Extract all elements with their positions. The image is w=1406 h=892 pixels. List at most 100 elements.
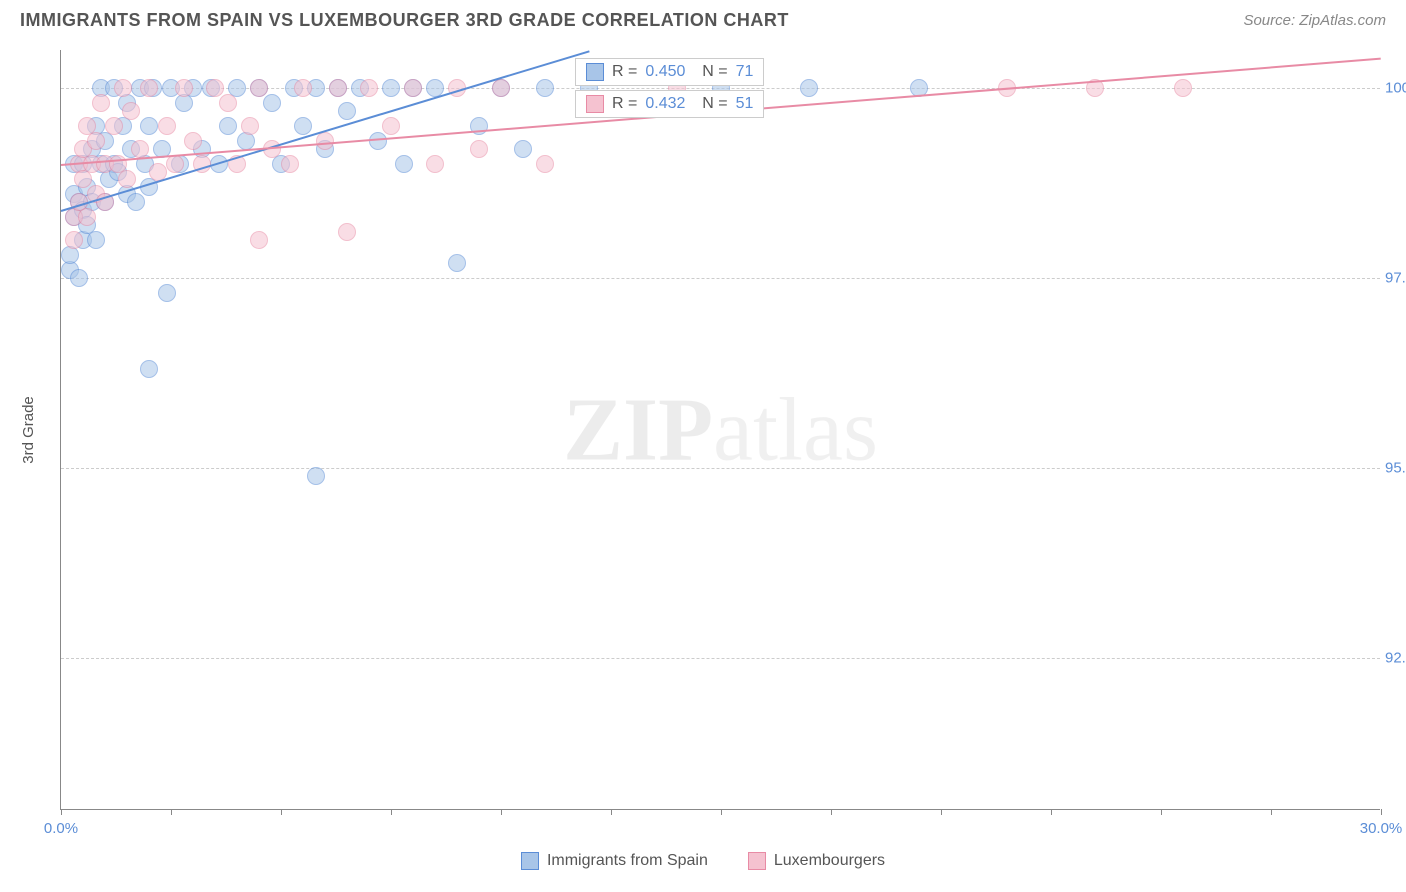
legend-item: Luxembourgers bbox=[748, 852, 885, 870]
scatter-point bbox=[1174, 79, 1192, 97]
legend-label: Luxembourgers bbox=[774, 852, 885, 870]
scatter-point bbox=[118, 170, 136, 188]
scatter-point bbox=[140, 117, 158, 135]
legend-swatch-icon bbox=[521, 852, 539, 870]
scatter-point bbox=[184, 132, 202, 150]
scatter-point bbox=[338, 102, 356, 120]
scatter-point bbox=[140, 79, 158, 97]
x-tick bbox=[391, 809, 392, 815]
y-axis-label: 3rd Grade bbox=[20, 396, 37, 464]
stats-n-value: 71 bbox=[736, 63, 754, 81]
x-tick bbox=[61, 809, 62, 815]
scatter-point bbox=[329, 79, 347, 97]
scatter-point bbox=[514, 140, 532, 158]
scatter-point bbox=[492, 79, 510, 97]
x-tick bbox=[941, 809, 942, 815]
scatter-point bbox=[219, 117, 237, 135]
stats-n-value: 51 bbox=[736, 95, 754, 113]
legend-item: Immigrants from Spain bbox=[521, 852, 708, 870]
scatter-point bbox=[87, 132, 105, 150]
legend-swatch-icon bbox=[748, 852, 766, 870]
y-tick-label: 97.5% bbox=[1385, 270, 1406, 287]
x-tick bbox=[281, 809, 282, 815]
legend-label: Immigrants from Spain bbox=[547, 852, 708, 870]
stats-swatch-icon bbox=[586, 95, 604, 113]
x-tick bbox=[1161, 809, 1162, 815]
x-tick bbox=[501, 809, 502, 815]
scatter-point bbox=[250, 79, 268, 97]
gridline bbox=[61, 658, 1380, 659]
scatter-point bbox=[127, 193, 145, 211]
stats-box: R = 0.450 N = 71 bbox=[575, 58, 764, 86]
scatter-point bbox=[74, 170, 92, 188]
scatter-point bbox=[237, 132, 255, 150]
scatter-point bbox=[369, 132, 387, 150]
stats-r-value: 0.450 bbox=[645, 63, 685, 81]
x-tick-label: 0.0% bbox=[44, 820, 78, 837]
x-tick bbox=[171, 809, 172, 815]
scatter-point bbox=[158, 284, 176, 302]
stats-n-label: N = bbox=[693, 95, 727, 113]
trend-line bbox=[61, 50, 590, 212]
scatter-point bbox=[250, 231, 268, 249]
x-tick bbox=[1381, 809, 1382, 815]
scatter-point bbox=[166, 155, 184, 173]
source-label: Source: ZipAtlas.com bbox=[1243, 12, 1386, 29]
bottom-legend: Immigrants from Spain Luxembourgers bbox=[0, 852, 1406, 870]
scatter-point bbox=[294, 117, 312, 135]
scatter-point bbox=[307, 467, 325, 485]
scatter-point bbox=[360, 79, 378, 97]
scatter-point bbox=[536, 79, 554, 97]
scatter-point bbox=[426, 155, 444, 173]
scatter-point bbox=[131, 140, 149, 158]
x-tick bbox=[1271, 809, 1272, 815]
scatter-point bbox=[105, 117, 123, 135]
x-tick bbox=[611, 809, 612, 815]
scatter-point bbox=[65, 231, 83, 249]
scatter-point bbox=[404, 79, 422, 97]
watermark: ZIPatlas bbox=[563, 378, 878, 481]
scatter-point bbox=[241, 117, 259, 135]
scatter-point bbox=[448, 254, 466, 272]
scatter-point bbox=[470, 140, 488, 158]
scatter-point bbox=[382, 79, 400, 97]
scatter-point bbox=[382, 117, 400, 135]
scatter-point bbox=[395, 155, 413, 173]
scatter-point bbox=[87, 231, 105, 249]
scatter-point bbox=[140, 360, 158, 378]
scatter-point bbox=[122, 102, 140, 120]
y-tick-label: 95.0% bbox=[1385, 460, 1406, 477]
scatter-point bbox=[175, 79, 193, 97]
scatter-point bbox=[294, 79, 312, 97]
x-tick-label: 30.0% bbox=[1360, 820, 1403, 837]
gridline bbox=[61, 278, 1380, 279]
scatter-point bbox=[536, 155, 554, 173]
stats-swatch-icon bbox=[586, 63, 604, 81]
gridline bbox=[61, 468, 1380, 469]
header: IMMIGRANTS FROM SPAIN VS LUXEMBOURGER 3R… bbox=[0, 0, 1406, 36]
y-tick-label: 92.5% bbox=[1385, 650, 1406, 667]
stats-r-label: R = bbox=[612, 63, 637, 81]
x-tick bbox=[1051, 809, 1052, 815]
x-tick bbox=[721, 809, 722, 815]
scatter-point bbox=[206, 79, 224, 97]
stats-r-value: 0.432 bbox=[645, 95, 685, 113]
stats-n-label: N = bbox=[693, 63, 727, 81]
scatter-point bbox=[61, 246, 79, 264]
scatter-point bbox=[338, 223, 356, 241]
scatter-point bbox=[78, 208, 96, 226]
scatter-point bbox=[281, 155, 299, 173]
chart-title: IMMIGRANTS FROM SPAIN VS LUXEMBOURGER 3R… bbox=[20, 10, 789, 31]
scatter-point bbox=[158, 117, 176, 135]
scatter-point bbox=[219, 94, 237, 112]
scatter-point bbox=[70, 269, 88, 287]
stats-r-label: R = bbox=[612, 95, 637, 113]
stats-box: R = 0.432 N = 51 bbox=[575, 90, 764, 118]
scatter-point bbox=[800, 79, 818, 97]
scatter-point bbox=[92, 94, 110, 112]
x-tick bbox=[831, 809, 832, 815]
scatter-point bbox=[263, 94, 281, 112]
y-tick-label: 100.0% bbox=[1385, 80, 1406, 97]
chart-plot-area: ZIPatlas 92.5%95.0%97.5%100.0%0.0%30.0% bbox=[60, 50, 1380, 810]
scatter-point bbox=[114, 79, 132, 97]
